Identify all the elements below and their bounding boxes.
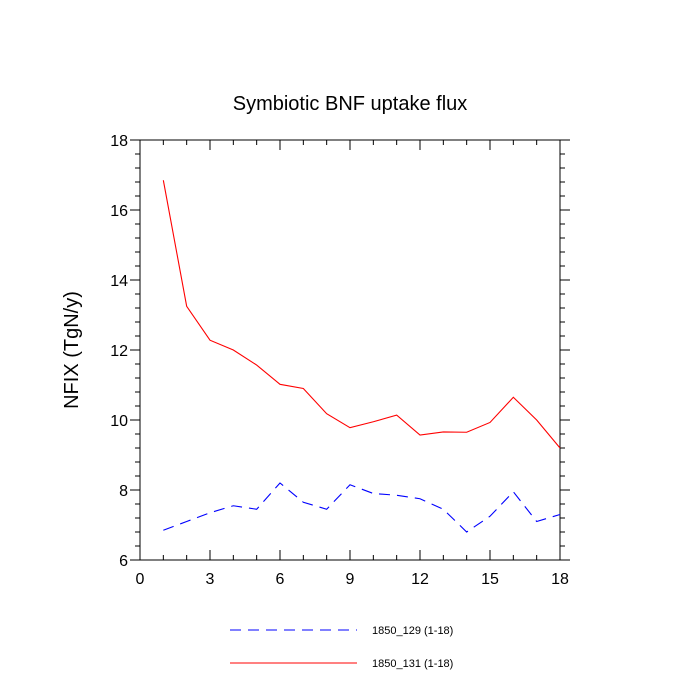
x-tick-label: 6	[276, 571, 285, 588]
y-tick-label: 12	[110, 343, 128, 360]
y-tick-label: 8	[119, 483, 128, 500]
y-tick-label: 16	[110, 203, 128, 220]
y-tick-label: 6	[119, 553, 128, 570]
x-tick-label: 15	[481, 571, 499, 588]
plot-frame	[139, 139, 561, 561]
chart-title: Symbiotic BNF uptake flux	[233, 93, 468, 115]
series-group	[162, 180, 561, 533]
y-tick-label: 10	[110, 413, 128, 430]
series-line-2	[162, 180, 561, 449]
x-tick-label: 0	[136, 571, 145, 588]
x-tick-label: 3	[206, 571, 215, 588]
y-axis-label: NFIX (TgN/y)	[61, 291, 83, 409]
axis-ticks: 0 3 6 9 12 15 18 6 8 10 12 14 16 18	[110, 133, 570, 588]
y-tick-label: 14	[110, 273, 128, 290]
x-tick-label: 18	[551, 571, 569, 588]
y-tick-label: 18	[110, 133, 128, 150]
legend-label-1: 1850_129 (1-18)	[372, 625, 453, 637]
legend-label-2: 1850_131 (1-18)	[372, 658, 453, 670]
legend: 1850_129 (1-18) 1850_131 (1-18)	[230, 625, 453, 670]
series-line-1	[163, 482, 561, 533]
x-tick-label: 9	[346, 571, 355, 588]
x-tick-label: 12	[411, 571, 429, 588]
